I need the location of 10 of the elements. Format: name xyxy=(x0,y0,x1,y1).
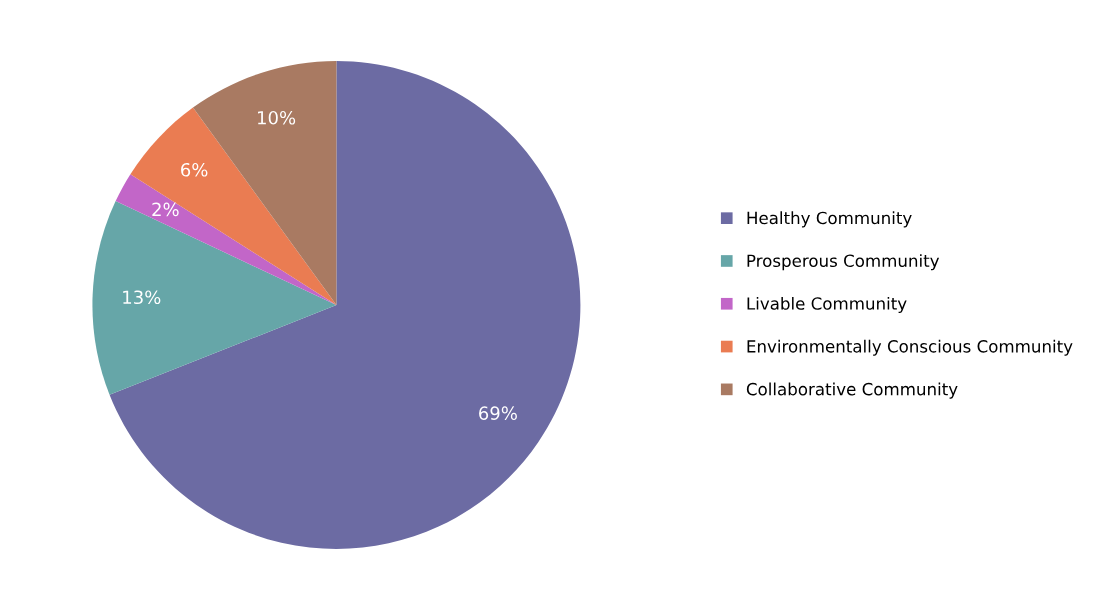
legend-label: Prosperous Community xyxy=(747,254,940,271)
data-label: 2% xyxy=(152,202,179,217)
legend-label: Healthy Community xyxy=(747,211,912,228)
data-label: 69% xyxy=(479,406,517,420)
legend-label: Environmentally Conscious Community xyxy=(747,339,1073,356)
data-label: 10% xyxy=(258,110,296,125)
data-label: 13% xyxy=(123,290,161,305)
legend-label: Collaborative Community xyxy=(746,382,958,399)
legend-label: Livable Community xyxy=(747,296,907,314)
data-label: 6% xyxy=(181,162,208,177)
